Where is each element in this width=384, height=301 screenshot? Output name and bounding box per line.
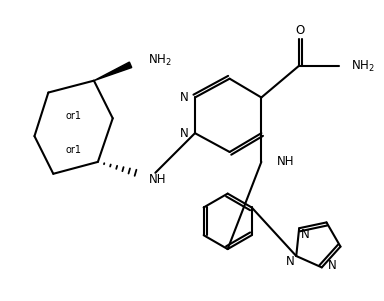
Text: N: N xyxy=(286,256,294,268)
Text: NH$_2$: NH$_2$ xyxy=(351,59,374,74)
Text: or1: or1 xyxy=(65,111,81,121)
Text: NH: NH xyxy=(148,173,166,186)
Text: NH: NH xyxy=(277,155,295,168)
Text: O: O xyxy=(295,23,305,37)
Text: or1: or1 xyxy=(65,145,81,155)
Text: N: N xyxy=(301,228,310,241)
Text: N: N xyxy=(328,259,336,272)
Polygon shape xyxy=(94,62,132,81)
Text: NH$_2$: NH$_2$ xyxy=(148,53,172,68)
Text: N: N xyxy=(180,127,189,140)
Text: N: N xyxy=(180,91,189,104)
